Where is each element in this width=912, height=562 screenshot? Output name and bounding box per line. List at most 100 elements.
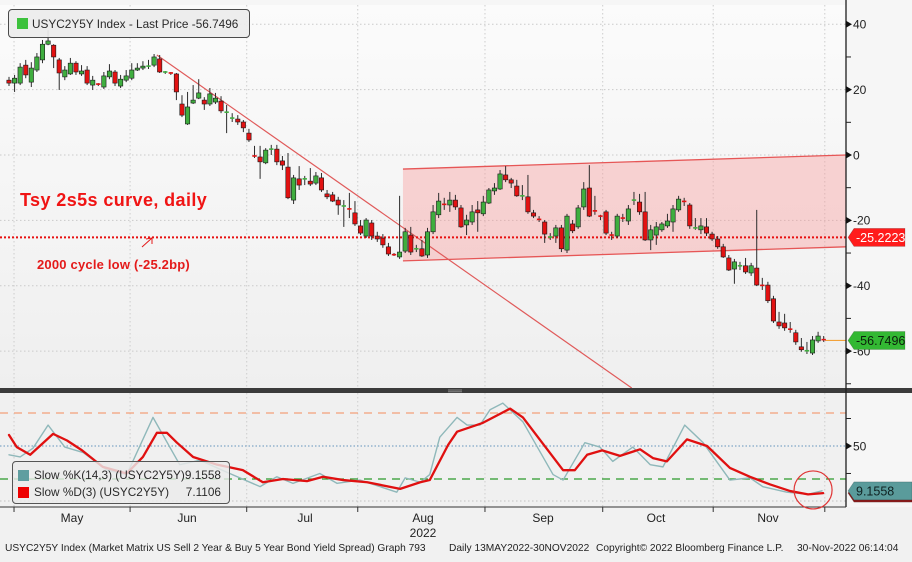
value-tag-box (847, 228, 906, 247)
candle (380, 234, 386, 248)
candle-body (67, 62, 73, 75)
panel-separator[interactable] (0, 388, 912, 393)
candle-body (246, 132, 252, 141)
legend-swatch-icon (17, 18, 28, 29)
candle (6, 76, 12, 87)
candle-body (17, 66, 23, 84)
candle-body (341, 205, 346, 207)
candle-body (146, 65, 151, 67)
candle-body (335, 199, 341, 206)
candle-body (776, 321, 782, 327)
candle (743, 257, 749, 274)
axis-tick-marker-icon (846, 347, 852, 355)
candle-body (698, 225, 704, 231)
candle-body (347, 208, 352, 210)
candle (765, 281, 771, 304)
candle (23, 59, 29, 79)
candle-body (592, 210, 598, 212)
candle-body (536, 218, 542, 221)
candle-body (731, 261, 737, 270)
candle (609, 231, 614, 240)
value-tag-box (847, 481, 912, 501)
candle-body (491, 187, 497, 192)
candle-body (163, 71, 168, 73)
candle-body (793, 332, 799, 343)
candle (318, 172, 324, 192)
candle-body (402, 231, 408, 252)
separator-grip-icon[interactable] (448, 389, 462, 393)
candle-body (285, 166, 291, 199)
candle (531, 209, 537, 219)
candle (664, 213, 670, 228)
candle-body (430, 211, 436, 233)
candle (285, 153, 291, 200)
candle (637, 193, 643, 215)
candle-body (34, 56, 40, 71)
candle (112, 70, 118, 87)
candle-body (257, 156, 263, 163)
candle (330, 191, 336, 203)
candle-body (218, 100, 224, 112)
d-swatch-icon (18, 487, 29, 498)
candle-body (307, 180, 313, 185)
candle-body (798, 346, 804, 351)
x-label-jul: Jul (297, 511, 313, 525)
candle-body (212, 97, 218, 103)
axis-tick-marker-icon (846, 216, 852, 224)
candle-body (570, 223, 576, 232)
candle-body (687, 204, 693, 227)
axis-tick-marker-icon (846, 151, 852, 159)
candle (815, 331, 821, 343)
candle-body (318, 177, 324, 191)
candle-body (106, 70, 112, 78)
candle-body (157, 58, 163, 73)
candle-body (525, 196, 531, 213)
candle (134, 63, 140, 72)
footer-timestamp: 30-Nov-2022 06:14:04 (797, 543, 899, 554)
candle-body (419, 248, 425, 257)
candle (157, 54, 163, 73)
candle-body (642, 211, 648, 241)
candle (358, 220, 364, 236)
candle (726, 254, 732, 272)
candle (51, 44, 57, 69)
candle-body (279, 160, 285, 166)
candle (34, 53, 40, 72)
candle (564, 213, 570, 254)
candle-body (263, 149, 269, 164)
candle-body (291, 177, 297, 201)
cycle-low-annotation: 2000 cycle low (-25.2bp) (37, 257, 190, 272)
candle-body (313, 175, 319, 184)
footer-date-range: Daily 13MAY2022-30NOV2022 (449, 543, 590, 554)
candle (240, 120, 246, 133)
candle-body (358, 225, 364, 234)
candle-body (581, 188, 587, 208)
candle-body (363, 219, 369, 237)
candle (620, 213, 625, 222)
candle-body (821, 338, 826, 341)
stochastic-legend: Slow %K(14,3) (USYC2Y5Y) 9.1558 Slow %D(… (12, 461, 230, 504)
value-tag: 9.1558 (847, 481, 912, 501)
candle-body (442, 203, 447, 206)
candle-body (140, 65, 146, 69)
candle (140, 61, 146, 71)
candle-body (23, 64, 29, 76)
candle-body (480, 201, 486, 215)
candle-body (352, 212, 358, 225)
candle-body (603, 211, 609, 234)
candle (642, 191, 648, 241)
candle (553, 224, 559, 243)
candle (62, 66, 68, 81)
candle-body (374, 235, 380, 240)
candle-body (452, 199, 458, 208)
candle (491, 183, 497, 195)
candle-body (45, 40, 51, 45)
candle-body (56, 59, 62, 74)
candle (230, 113, 235, 122)
candle (631, 191, 637, 205)
channel-lower-line (402, 246, 846, 262)
candle-body (631, 199, 637, 201)
candle-body (475, 209, 481, 214)
candle (313, 171, 319, 186)
